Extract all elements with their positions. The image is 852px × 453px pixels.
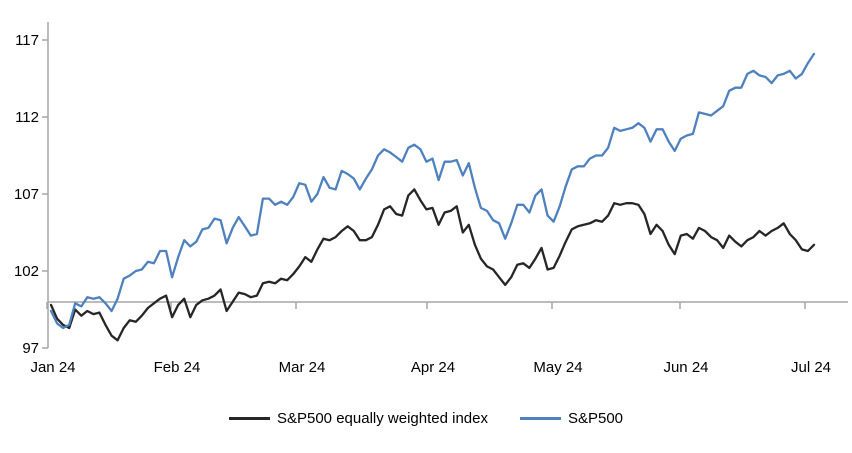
y-tick-label: 117 (15, 32, 39, 49)
x-tick-label: Jan 24 (30, 359, 75, 376)
y-tick-label: 107 (14, 186, 39, 203)
legend-label-sp500: S&P500 (567, 410, 624, 427)
y-tick-label: 97 (22, 340, 39, 357)
series-line-0 (49, 188, 816, 342)
legend-swatch-sp500 (519, 417, 561, 420)
x-tick-label: Mar 24 (279, 359, 326, 376)
legend-swatch-equal-weight (228, 417, 270, 420)
y-tick-label: 102 (14, 263, 39, 280)
x-tick-label: Feb 24 (154, 359, 201, 376)
legend-item-equal-weight: S&P500 equally weighted index (228, 410, 488, 427)
x-tick-label: Jun 24 (663, 359, 708, 376)
x-tick-label: Apr 24 (411, 359, 455, 376)
chart-legend: S&P500 equally weighted index S&P500 (0, 410, 852, 427)
x-tick-label: Jul 24 (791, 359, 831, 376)
legend-item-sp500: S&P500 (519, 410, 624, 427)
series-line-1 (49, 52, 816, 330)
y-tick-label: 112 (15, 109, 39, 126)
legend-label-equal-weight: S&P500 equally weighted index (276, 410, 488, 427)
line-chart-plot: 97 102 107 112 117 Jan 24 Feb 24 Mar 24 Apr 24 Ma… (14, 22, 848, 376)
x-tick-label: May 24 (533, 359, 582, 376)
